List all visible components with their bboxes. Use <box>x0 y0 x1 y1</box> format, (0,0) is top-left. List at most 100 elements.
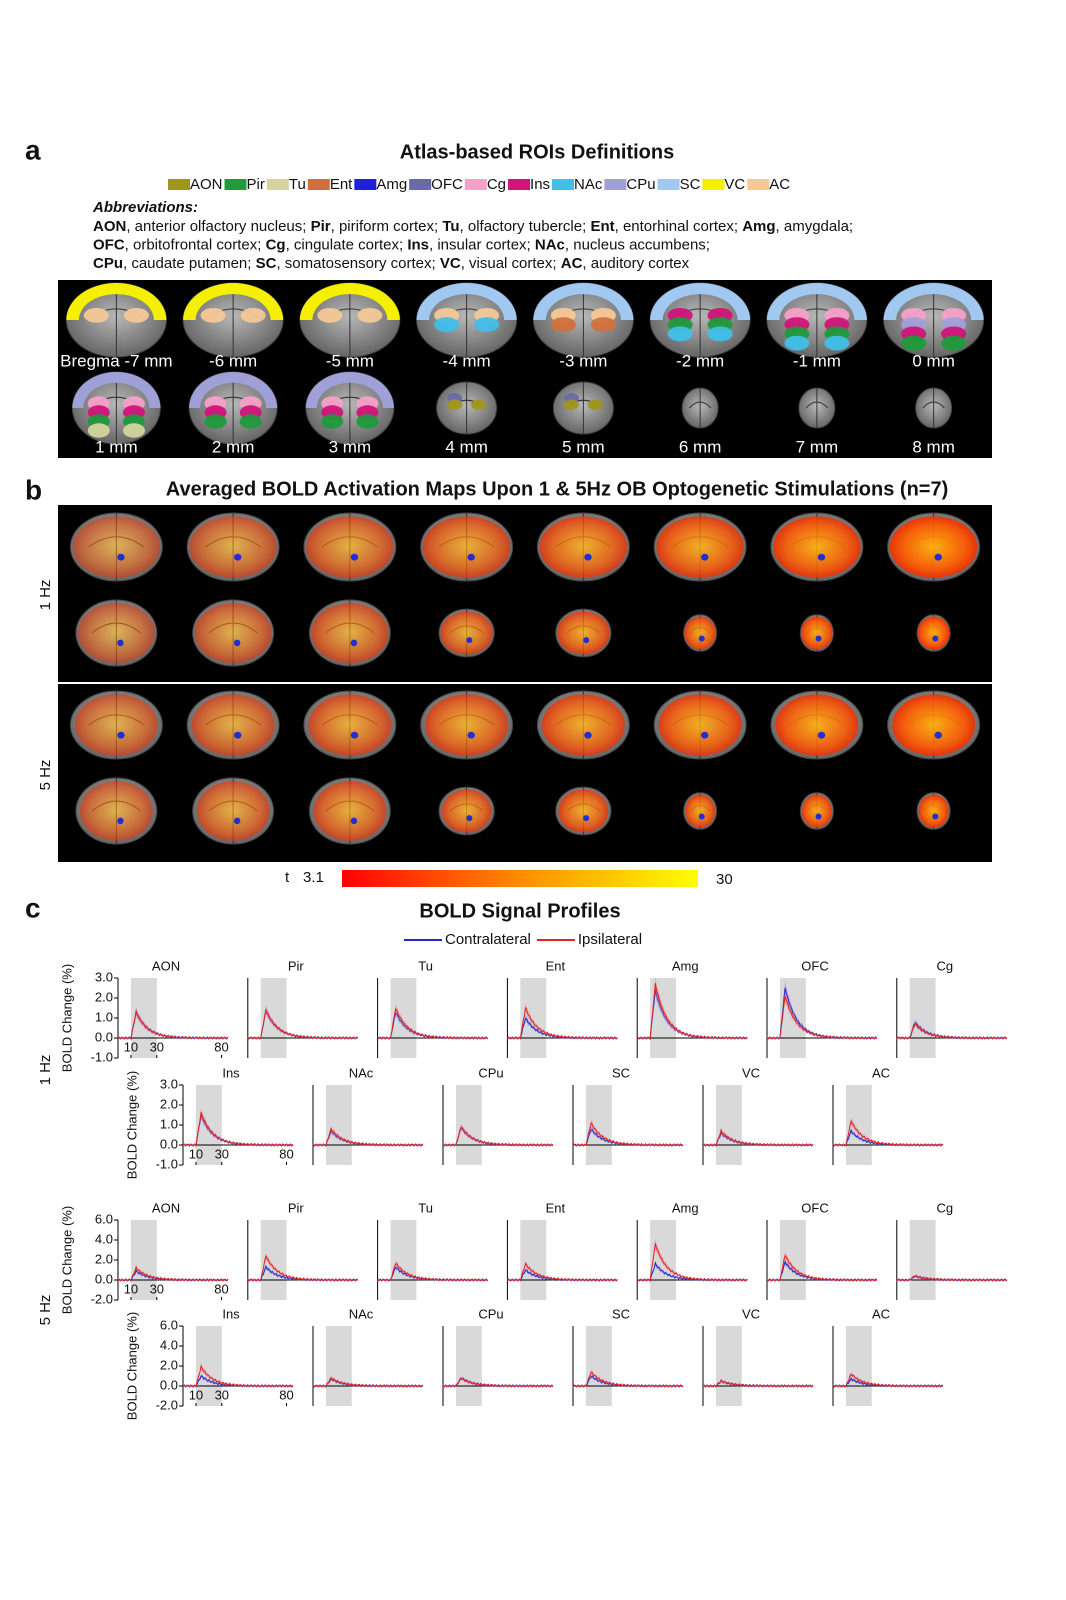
y-tick-label: 4.0 <box>160 1337 178 1352</box>
legend-swatch <box>266 179 289 190</box>
atlas-region <box>200 307 226 323</box>
colorbar-max: 30 <box>716 871 733 888</box>
deactivation <box>350 731 359 739</box>
legend-swatch <box>604 179 627 190</box>
x-tick-label: 10 <box>189 1146 203 1161</box>
legend-label: AC <box>769 176 790 193</box>
atlas-region <box>123 307 149 323</box>
slice-label: -4 mm <box>443 351 491 370</box>
legend-swatch <box>552 179 575 190</box>
bold-curve <box>766 1254 878 1282</box>
activation-overlay <box>189 516 277 578</box>
confidence-band <box>377 1261 488 1282</box>
roi-title: CPu <box>478 1065 503 1080</box>
atlas-region <box>533 283 634 320</box>
deactivation <box>817 553 826 561</box>
atlas-region <box>87 423 110 438</box>
deactivation <box>934 553 942 561</box>
activation-overlay <box>557 611 610 655</box>
deactivation <box>815 635 822 642</box>
bold-curve <box>247 1008 359 1040</box>
roi-title: Amg <box>672 958 699 973</box>
legend-label: Ipsilateral <box>578 931 642 948</box>
bold-curve <box>442 1127 554 1147</box>
y-tick-label: 0.0 <box>95 1029 113 1044</box>
abbreviation-text: , caudate putamen; <box>123 255 256 272</box>
activation-overlay <box>917 616 950 650</box>
stimulation-window <box>715 1326 742 1406</box>
deactivation <box>584 553 592 561</box>
activation-overlay <box>422 516 511 578</box>
legend-swatch <box>508 179 531 190</box>
row-label: 1 Hz <box>37 580 54 611</box>
activation-overlay <box>685 794 716 828</box>
atlas-region <box>901 335 927 351</box>
activation-overlay <box>440 611 493 655</box>
slice-label: -3 mm <box>559 351 607 370</box>
atlas-region <box>317 307 343 323</box>
roi-title: SC <box>612 1306 630 1321</box>
abbreviation-text: , entorhinal cortex; <box>615 218 743 235</box>
legend-swatch <box>168 179 190 190</box>
y-tick-label: 1.0 <box>160 1116 178 1131</box>
bold-curve <box>636 983 748 1040</box>
stimulation-window <box>325 1085 352 1165</box>
legend-label: Pir <box>247 176 265 193</box>
bold-curve <box>182 1111 294 1148</box>
roi-title: NAc <box>349 1065 374 1080</box>
deactivation <box>117 553 125 561</box>
atlas-region <box>122 423 145 438</box>
slice-label: 5 mm <box>562 437 605 456</box>
atlas-region <box>766 283 867 320</box>
activation-overlay <box>191 694 275 756</box>
stimulation-window <box>455 1085 482 1165</box>
roi-title: SC <box>612 1065 630 1080</box>
abbreviation-text: , nucleus accumbens; <box>565 236 710 253</box>
abbreviation: Cg <box>266 236 286 253</box>
abbreviation: OFC <box>93 236 125 253</box>
atlas-region <box>550 317 576 333</box>
x-tick-label: 10 <box>124 1281 138 1296</box>
stimulation-window <box>325 1326 352 1406</box>
atlas-region <box>434 317 460 333</box>
slice-label: -6 mm <box>209 351 257 370</box>
abbreviation-text: , auditory cortex <box>582 255 689 272</box>
abbreviation: Pir <box>311 218 331 235</box>
activation-overlay <box>801 616 833 650</box>
deactivation <box>701 553 709 561</box>
activation-overlay <box>773 516 861 578</box>
stimulation-window <box>909 978 936 1058</box>
roi-title: AC <box>872 1065 890 1080</box>
activation-overlay <box>684 616 716 650</box>
roi-title: AC <box>872 1306 890 1321</box>
legend-swatch <box>307 179 330 190</box>
atlas-region <box>474 317 500 333</box>
bold-curve <box>442 1377 554 1388</box>
slice-label: 2 mm <box>212 437 255 456</box>
abbreviation-text: , piriform cortex; <box>331 218 443 235</box>
y-tick-label: 0.0 <box>160 1377 178 1392</box>
stimulation-window <box>520 978 547 1058</box>
bold-curve <box>832 1119 944 1147</box>
bold-curve <box>572 1121 684 1147</box>
y-tick-label: 4.0 <box>95 1231 113 1246</box>
y-tick-label: 3.0 <box>160 1076 178 1091</box>
atlas-region <box>240 307 266 323</box>
stimulation-window <box>715 1085 742 1165</box>
roi-title: OFC <box>801 1200 828 1215</box>
roi-title: Pir <box>288 1200 305 1215</box>
atlas-region <box>667 326 693 342</box>
activation-overlay <box>892 694 976 756</box>
abbreviation: CPu <box>93 255 123 272</box>
deactivation <box>583 637 590 644</box>
atlas-region <box>321 414 344 429</box>
stimulation-window <box>845 1326 872 1406</box>
roi-title: AON <box>152 958 180 973</box>
y-axis-label: BOLD Change (%) <box>59 964 74 1072</box>
y-tick-label: -1.0 <box>91 1049 113 1064</box>
deactivation <box>698 813 705 820</box>
activation-overlay <box>656 516 744 578</box>
abbreviation-line: AON, anterior olfactory nucleus; Pir, pi… <box>93 218 853 235</box>
roi-title: Ent <box>546 958 566 973</box>
